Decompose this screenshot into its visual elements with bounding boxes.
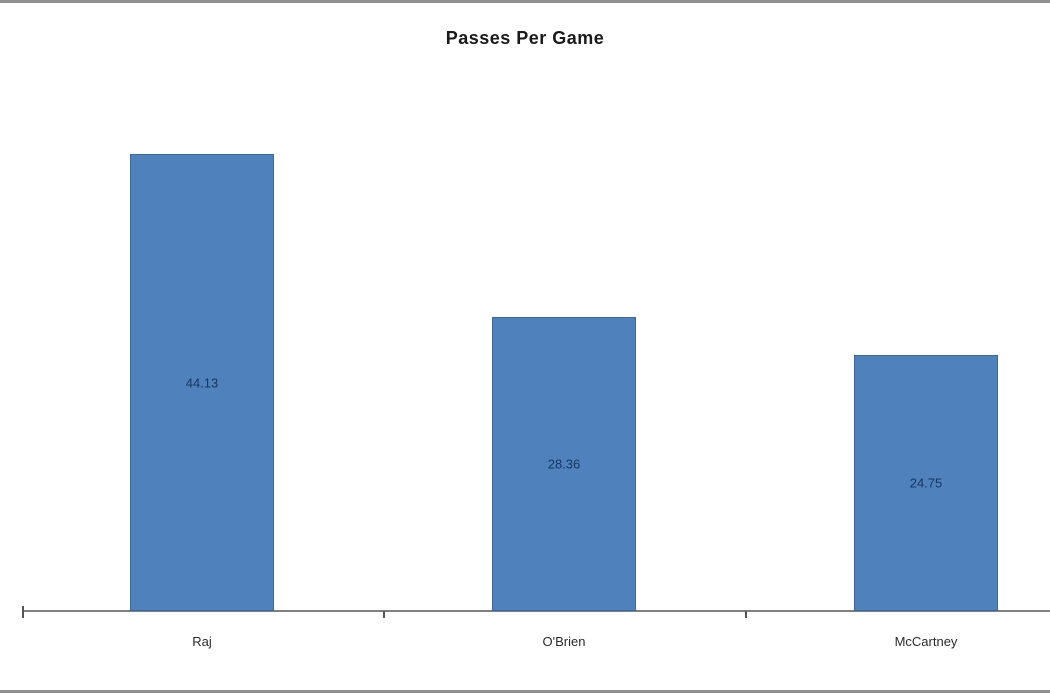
bar-value-label: 44.13 xyxy=(185,375,219,390)
chart-title: Passes Per Game xyxy=(445,28,605,48)
bar-obrien xyxy=(492,317,636,611)
x-axis-tick xyxy=(383,611,385,618)
bar-mccartney xyxy=(854,355,998,611)
image-top-border xyxy=(0,0,1050,3)
category-label: O'Brien xyxy=(542,634,586,649)
bar-raj xyxy=(130,154,274,611)
bar-value-label: 24.75 xyxy=(909,475,943,491)
image-bottom-border xyxy=(0,690,1050,693)
x-axis-tick xyxy=(22,606,24,618)
bar-value-label: 28.36 xyxy=(547,456,581,472)
x-axis-tick xyxy=(745,611,747,618)
x-axis-line xyxy=(22,610,1050,612)
category-label: Raj xyxy=(192,634,212,649)
category-label: McCartney xyxy=(894,634,958,649)
